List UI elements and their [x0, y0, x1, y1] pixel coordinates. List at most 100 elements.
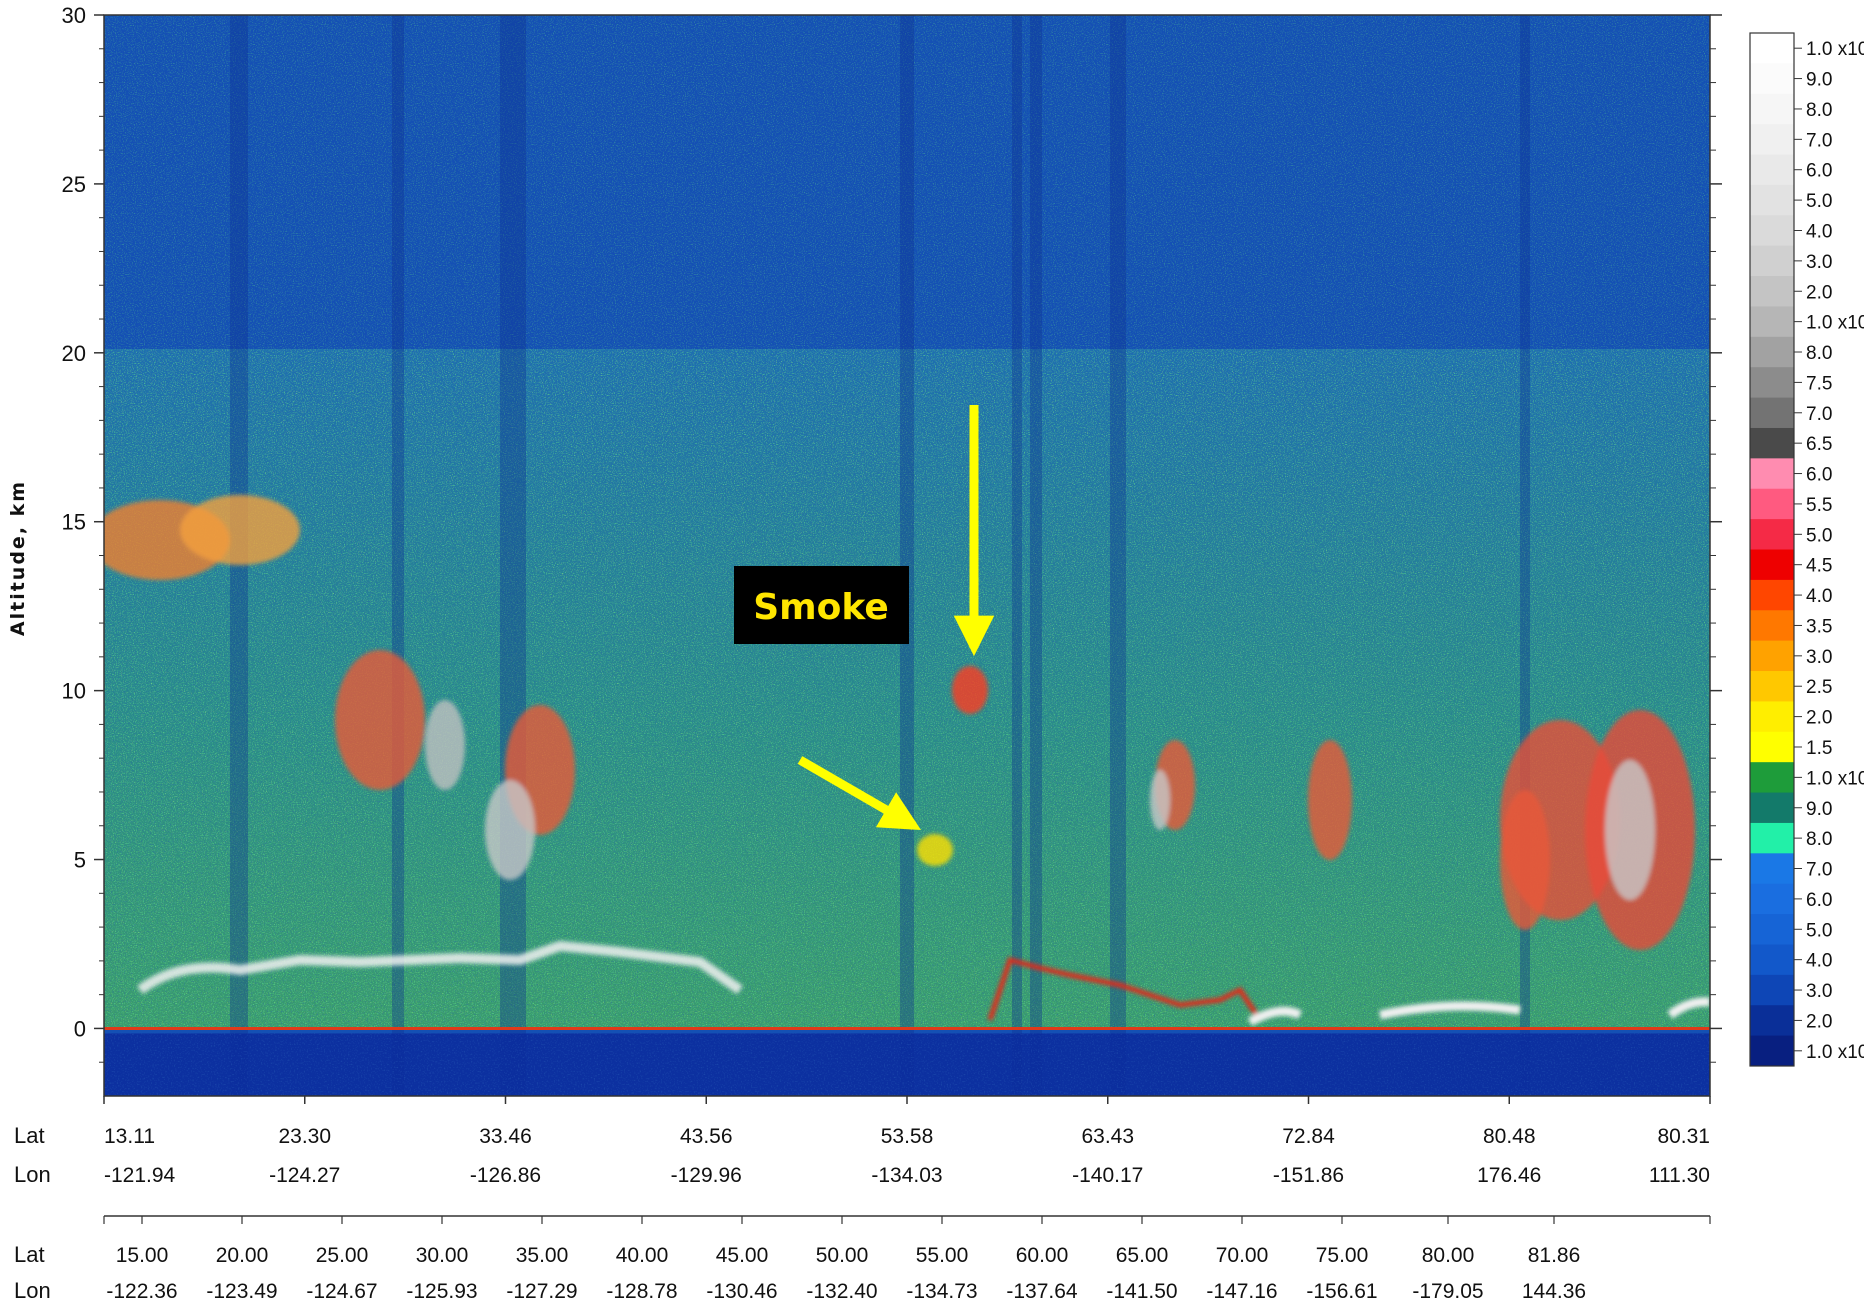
y-tick-label: 25	[62, 172, 86, 197]
colorbar-label: 8.0	[1806, 343, 1832, 364]
colorbar-label: 5.0	[1806, 191, 1832, 212]
colorbar-swatch	[1750, 701, 1794, 733]
streak	[1012, 15, 1022, 1096]
y-tick-label: 15	[62, 510, 86, 535]
colorbar-label: 2.0	[1806, 708, 1832, 729]
backscatter-heatmap	[104, 15, 1710, 1096]
colorbar-swatch	[1750, 914, 1794, 945]
colorbar-swatch	[1750, 367, 1794, 399]
colorbar: 1.0 x10-1 9.0 8.0 7.0 6.0 5.0 4.0 3.0 2.0 1.0 x10…	[1749, 32, 1864, 1067]
y-tick-label: 30	[62, 3, 86, 28]
colorbar-swatch	[1750, 124, 1794, 156]
terrain-ridge	[987, 956, 1263, 1022]
colorbar-swatch	[1750, 336, 1794, 368]
x2-tick-lon: -132.40	[806, 1280, 877, 1303]
colorbar-swatch	[1750, 184, 1794, 216]
y-tick-label: 10	[62, 679, 86, 704]
x2-tick-lon: -122.36	[106, 1280, 177, 1303]
x2-tick-lat: 81.86	[1528, 1244, 1581, 1267]
colorbar-label: 4.0	[1806, 586, 1832, 607]
x2-tick-lon: -125.93	[406, 1280, 477, 1303]
feature-blob	[1150, 770, 1170, 830]
colorbar-label: 2.5	[1806, 677, 1832, 698]
colorbar-swatch	[1750, 397, 1794, 429]
x2-tick-lon: -141.50	[1106, 1280, 1177, 1303]
streak	[1520, 15, 1530, 1096]
y-axis: 0 5 10 15 20 25 30	[62, 3, 1722, 1063]
colorbar-label: 7.0	[1806, 860, 1832, 881]
y-tick-label: 20	[62, 341, 86, 366]
colorbar-label: 6.5	[1806, 434, 1832, 455]
x2-tick-lon: -147.16	[1206, 1280, 1277, 1303]
x-tick-lon: 176.46	[1477, 1164, 1541, 1187]
streak	[900, 15, 914, 1096]
low-cloud-top	[137, 940, 743, 995]
smoke-annotation: Smoke	[734, 405, 995, 831]
colorbar-label: 1.0 x10-1	[1806, 35, 1864, 60]
streak	[500, 15, 526, 1096]
colorbar-label: 7.5	[1806, 373, 1832, 394]
x-row-label-lat: Lat	[14, 1123, 45, 1148]
colorbar-label: 1.0 x10-3	[1806, 764, 1864, 789]
colorbar-label: 1.5	[1806, 738, 1832, 759]
colorbar-swatch	[1750, 63, 1794, 95]
colorbar-label: 3.0	[1806, 981, 1832, 1002]
x2-tick-lon: -179.05	[1412, 1280, 1483, 1303]
x2-tick-lon: -156.61	[1306, 1280, 1377, 1303]
colorbar-label: 2.0	[1806, 1011, 1832, 1032]
colorbar-label: 7.0	[1806, 130, 1832, 151]
colorbar-label: 5.0	[1806, 920, 1832, 941]
feature-blob	[180, 495, 300, 565]
colorbar-label: 7.0	[1806, 404, 1832, 425]
x-tick-lon: -121.94	[104, 1164, 176, 1187]
colorbar-label: 8.0	[1806, 829, 1832, 850]
x2-tick-lat: 20.00	[216, 1244, 269, 1267]
colorbar-swatch	[1750, 1005, 1794, 1037]
colorbar-swatch	[1750, 579, 1794, 611]
x-tick-lat: 23.30	[278, 1125, 331, 1148]
x-tick-lat: 13.11	[104, 1125, 155, 1148]
feature-blob	[1308, 740, 1352, 860]
x2-tick-lat: 60.00	[1016, 1244, 1069, 1267]
colorbar-label: 3.5	[1806, 616, 1832, 637]
colorbar-swatch	[1750, 427, 1794, 459]
x2-tick-lon: -128.78	[606, 1280, 677, 1303]
x-tick-lat: 53.58	[881, 1125, 934, 1148]
colorbar-label: 6.0	[1806, 161, 1832, 182]
colorbar-frame	[1749, 32, 1795, 1067]
x-axis-secondary: Lat Lon 15.00 -122.36 20.00 -123.49 25.00 -124.…	[14, 1216, 1711, 1303]
colorbar-swatch	[1750, 1035, 1794, 1067]
colorbar-label: 3.0	[1806, 252, 1832, 273]
x-tick-lat: 33.46	[479, 1125, 532, 1148]
low-cloud-right	[1247, 997, 1710, 1026]
x2-row-label-lon: Lon	[14, 1278, 51, 1303]
x2-row-label-lat: Lat	[14, 1242, 45, 1267]
x-tick-lat: 63.43	[1081, 1125, 1134, 1148]
x-tick-lon: -126.86	[470, 1164, 541, 1187]
x-tick-lon: -129.96	[671, 1164, 742, 1187]
colorbar-label: 1.0 x10-4	[1806, 1038, 1864, 1063]
colorbar-swatch	[1750, 276, 1794, 307]
colorbar-swatch	[1750, 944, 1794, 976]
x2-tick-lat: 35.00	[516, 1244, 569, 1267]
x2-tick-lon: -130.46	[706, 1280, 777, 1303]
colorbar-label: 5.5	[1806, 495, 1832, 516]
x2-tick-lat: 50.00	[816, 1244, 869, 1267]
colorbar-label: 8.0	[1806, 100, 1832, 121]
smoke-label-box	[734, 566, 909, 644]
colorbar-swatch	[1750, 458, 1794, 490]
streak	[1030, 15, 1042, 1096]
streak	[392, 15, 404, 1096]
smoke-label: Smoke	[753, 587, 889, 628]
feature-blob	[917, 834, 953, 866]
feature-blob	[952, 666, 988, 714]
x2-tick-lon: -123.49	[206, 1280, 277, 1303]
colorbar-swatch	[1750, 853, 1794, 885]
colorbar-label: 9.0	[1806, 70, 1832, 91]
colorbar-swatch	[1750, 792, 1794, 824]
colorbar-swatch	[1750, 488, 1794, 520]
colorbar-label: 3.0	[1806, 647, 1832, 668]
feature-blob	[485, 780, 535, 880]
x-tick-lat: 43.56	[680, 1125, 733, 1148]
